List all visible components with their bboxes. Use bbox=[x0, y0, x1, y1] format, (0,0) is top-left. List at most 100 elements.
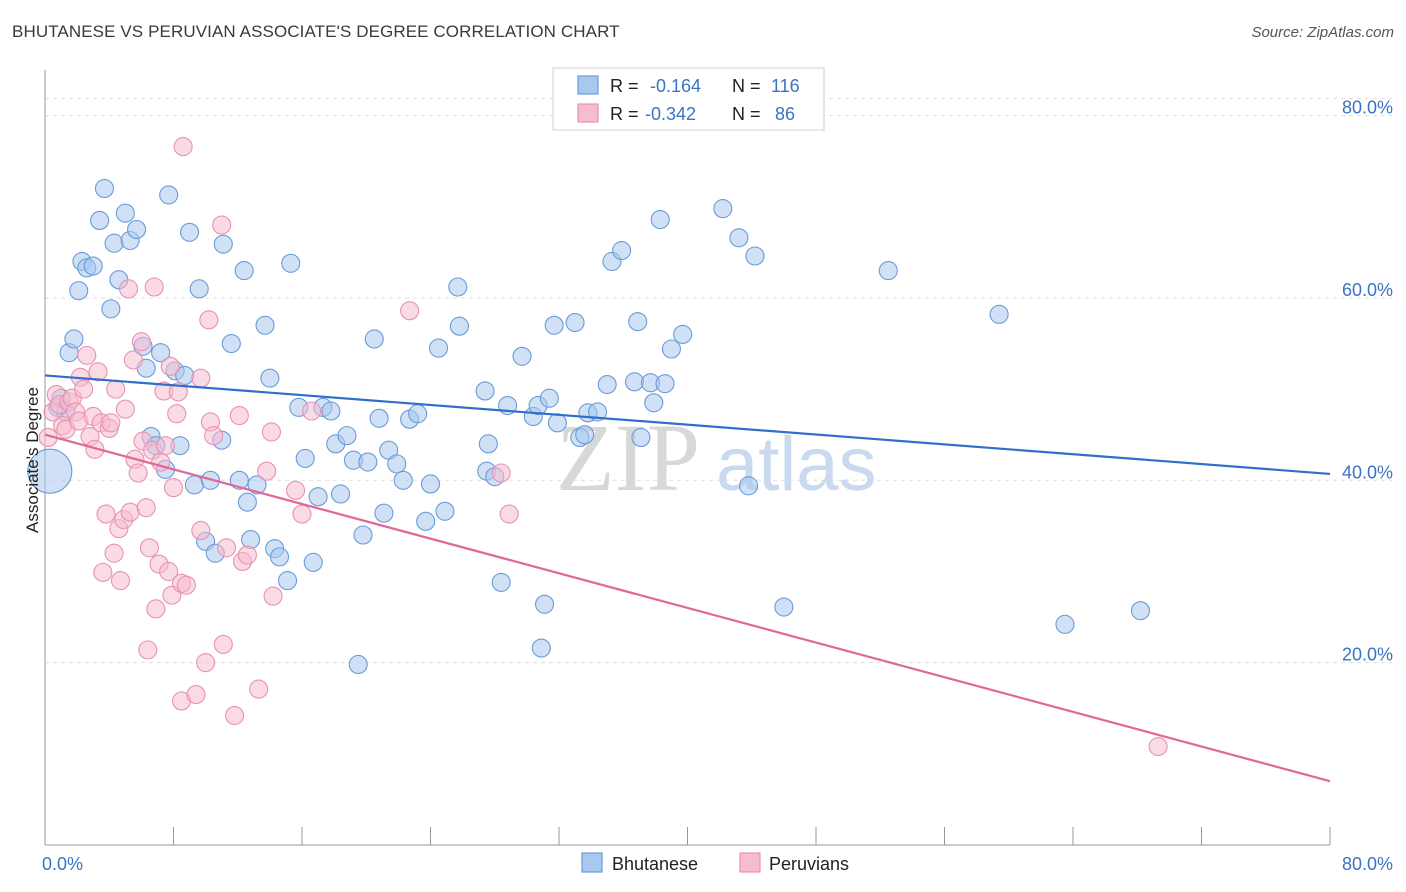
bhutanese-point bbox=[213, 234, 233, 254]
bhutanese-point bbox=[673, 324, 693, 344]
bhutanese-point bbox=[420, 474, 441, 494]
bhutanese-point bbox=[989, 304, 1009, 324]
peruvians-point bbox=[93, 562, 113, 582]
peruvians-point bbox=[128, 463, 148, 483]
peruvians-point bbox=[237, 545, 257, 565]
y-tick-label-1: 40.0% bbox=[1342, 462, 1393, 482]
peruvians-point bbox=[1148, 736, 1168, 757]
bhutanese-point bbox=[247, 475, 267, 495]
bhutanese-point bbox=[337, 426, 357, 446]
bhutanese-point bbox=[774, 597, 794, 617]
bhutanese-point bbox=[90, 210, 110, 230]
bhutanese-point bbox=[94, 178, 114, 199]
series-peruvians bbox=[38, 137, 1168, 757]
bhutanese-point bbox=[364, 329, 384, 349]
watermark-atlas: atlas bbox=[716, 422, 877, 507]
bhutanese-point bbox=[255, 315, 275, 335]
legend-swatch-blue bbox=[577, 75, 599, 95]
bhutanese-point bbox=[512, 346, 532, 366]
bhutanese-point bbox=[628, 312, 648, 332]
bhutanese-point bbox=[534, 594, 555, 614]
peruvians-point bbox=[191, 520, 211, 540]
peruvians-point bbox=[302, 401, 322, 421]
bhutanese-point bbox=[281, 253, 301, 273]
bhutanese-point bbox=[878, 261, 898, 281]
bhutanese-point bbox=[321, 401, 341, 421]
peruvians-point bbox=[249, 679, 269, 699]
chart-title: BHUTANESE VS PERUVIAN ASSOCIATE'S DEGREE… bbox=[12, 22, 620, 41]
y-tick-labels: 20.0% 40.0% 60.0% 80.0% bbox=[1342, 98, 1393, 665]
watermark-zip: ZIP bbox=[556, 404, 700, 511]
bhutanese-point bbox=[221, 333, 241, 354]
peruvians-point bbox=[216, 538, 237, 558]
bhutanese-point bbox=[565, 313, 585, 333]
bhutanese-point bbox=[1055, 614, 1075, 634]
peruvians-point bbox=[196, 653, 216, 673]
bhutanese-point bbox=[269, 547, 290, 567]
series-legend-label-bhutanese: Bhutanese bbox=[612, 854, 698, 874]
bhutanese-point bbox=[655, 374, 675, 394]
series-bhutanese bbox=[27, 178, 1151, 675]
peruvians-point bbox=[155, 436, 176, 456]
peruvians-point bbox=[167, 404, 187, 424]
bhutanese-point bbox=[661, 339, 681, 359]
bhutanese-point bbox=[539, 388, 559, 408]
bhutanese-point bbox=[180, 222, 200, 242]
bhutanese-point bbox=[104, 233, 124, 253]
bhutanese-point bbox=[416, 511, 436, 531]
legend-swatch-pink bbox=[577, 103, 599, 123]
peruvians-point bbox=[204, 426, 224, 446]
peruvians-point bbox=[131, 332, 151, 352]
bhutanese-point bbox=[358, 452, 378, 472]
bhutanese-point bbox=[64, 329, 84, 349]
peruvians-point bbox=[292, 504, 312, 524]
legend-n-value-pink: 86 bbox=[775, 104, 795, 124]
series-legend-swatch-bhutanese bbox=[581, 852, 603, 873]
peruvians-point bbox=[144, 277, 164, 297]
bhutanese-point bbox=[428, 338, 449, 358]
bhutanese-point bbox=[115, 203, 135, 223]
y-axis-label-wrap: Associate's Degree bbox=[0, 380, 42, 540]
peruvians-point bbox=[286, 480, 306, 500]
peruvians-point bbox=[146, 599, 166, 619]
legend-n-label-pink: N = bbox=[732, 104, 761, 124]
bhutanese-point bbox=[738, 476, 759, 496]
bhutanese-point bbox=[650, 209, 670, 230]
bhutanese-point bbox=[713, 199, 733, 219]
peruvians-point bbox=[123, 350, 143, 370]
peruvians-point bbox=[106, 379, 126, 399]
peruvians-point bbox=[88, 362, 108, 382]
bhutanese-point bbox=[241, 530, 261, 550]
bhutanese-point bbox=[644, 393, 664, 413]
series-legend: Bhutanese Peruvians bbox=[581, 852, 849, 874]
x-tick-label-1: 80.0% bbox=[1342, 854, 1393, 874]
peruvians-point bbox=[160, 356, 180, 376]
bhutanese-point bbox=[387, 454, 407, 474]
peruvians-point bbox=[186, 685, 206, 705]
x-tick-labels: 0.0% 80.0% bbox=[42, 854, 1393, 874]
bhutanese-point bbox=[408, 404, 428, 424]
trend-line-bhutanese bbox=[44, 374, 1331, 476]
peruvians-point bbox=[400, 301, 420, 321]
legend-r-label-blue: R = bbox=[610, 76, 639, 96]
peruvians-point bbox=[191, 368, 211, 388]
bhutanese-point bbox=[624, 372, 645, 392]
y-tick-label-0: 20.0% bbox=[1342, 645, 1393, 665]
peruvians-point bbox=[77, 345, 97, 365]
peruvians-point bbox=[173, 137, 193, 157]
legend-r-label-pink: R = bbox=[610, 104, 639, 124]
y-axis-label: Associate's Degree bbox=[22, 387, 42, 533]
bhutanese-point bbox=[184, 475, 204, 495]
bhutanese-point bbox=[159, 185, 179, 205]
series-legend-swatch-peruvians bbox=[739, 852, 761, 873]
gridlines bbox=[45, 98, 1392, 664]
peruvians-point bbox=[136, 498, 156, 518]
peruvians-point bbox=[104, 543, 124, 563]
bhutanese-point bbox=[260, 368, 280, 388]
bhutanese-point bbox=[83, 256, 103, 276]
bhutanese-point bbox=[745, 246, 765, 266]
bhutanese-point bbox=[547, 413, 567, 433]
bhutanese-point bbox=[393, 470, 413, 490]
peruvians-point bbox=[110, 571, 131, 591]
